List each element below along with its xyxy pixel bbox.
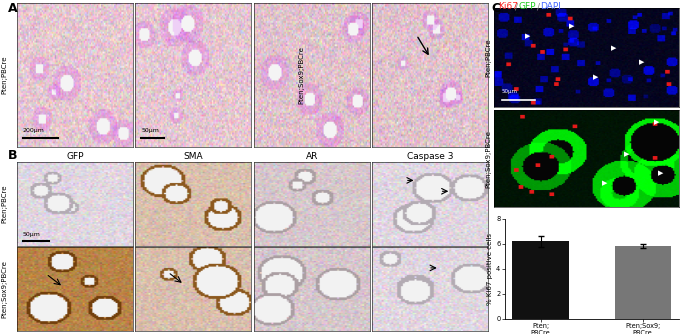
Text: ▶: ▶ xyxy=(525,33,530,39)
Text: Ki67: Ki67 xyxy=(498,2,517,11)
Text: Pten;PBCre: Pten;PBCre xyxy=(485,38,491,77)
Text: ▶: ▶ xyxy=(611,45,617,51)
Text: ▶: ▶ xyxy=(602,180,608,186)
Text: Caspase 3: Caspase 3 xyxy=(407,152,454,161)
Text: ▶: ▶ xyxy=(639,59,645,65)
Text: 200μm: 200μm xyxy=(23,128,45,133)
Text: Pten;PBCre: Pten;PBCre xyxy=(2,185,7,223)
Text: DAPI: DAPI xyxy=(540,2,561,11)
Y-axis label: % Ki67 positive cells: % Ki67 positive cells xyxy=(488,233,494,305)
Text: C: C xyxy=(491,2,500,15)
Text: /: / xyxy=(537,2,539,11)
Text: 50μm: 50μm xyxy=(502,89,517,94)
Text: 50μm: 50μm xyxy=(23,232,41,237)
Text: ▶: ▶ xyxy=(654,119,659,125)
Text: Pten;PBCre: Pten;PBCre xyxy=(2,56,7,95)
Text: ▶: ▶ xyxy=(593,74,598,80)
Text: Pten;Sox9;PBCre: Pten;Sox9;PBCre xyxy=(485,130,491,188)
Text: ▶: ▶ xyxy=(624,151,630,157)
Text: AR: AR xyxy=(306,152,318,161)
Text: ▶: ▶ xyxy=(569,23,575,29)
Text: ▶: ▶ xyxy=(658,170,663,176)
Text: A: A xyxy=(8,2,18,15)
Text: Pten;Sox9;PBCre: Pten;Sox9;PBCre xyxy=(2,260,7,318)
Text: B: B xyxy=(8,149,18,162)
Text: GFP: GFP xyxy=(519,2,537,11)
Bar xyxy=(615,246,670,319)
Text: 50μm: 50μm xyxy=(141,128,159,133)
Text: SMA: SMA xyxy=(184,152,203,161)
Bar xyxy=(513,241,568,319)
Text: GFP: GFP xyxy=(66,152,84,161)
Text: Pten;Sox9;PBCre: Pten;Sox9;PBCre xyxy=(299,46,305,104)
Text: /: / xyxy=(515,2,518,11)
